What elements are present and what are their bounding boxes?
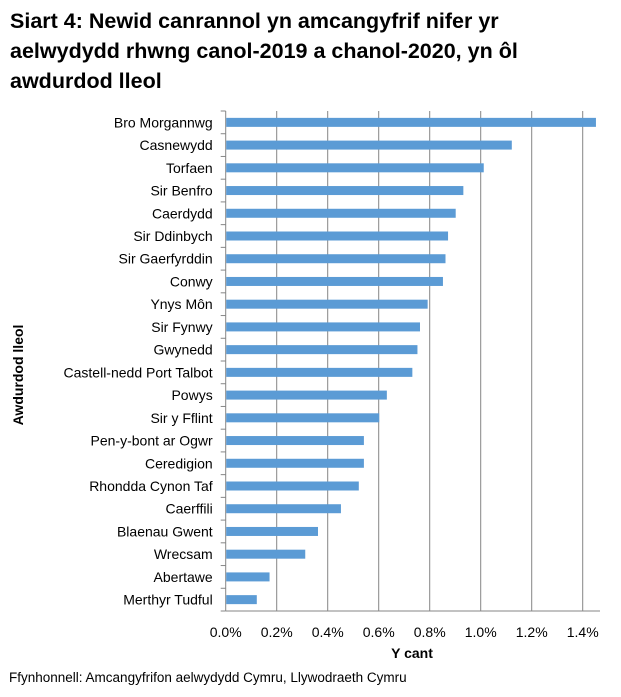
x-tick-label: 0.8% (414, 624, 446, 640)
category-label: Torfaen (166, 160, 213, 176)
bar-powys (226, 390, 387, 400)
x-tick-label: 0.4% (312, 624, 344, 640)
x-tick-label: 0.2% (261, 624, 293, 640)
bar-ynys-m-n (226, 299, 428, 309)
x-tick-label: 0.6% (363, 624, 395, 640)
category-label: Sir Gaerfyrddin (119, 251, 213, 267)
category-label: Wrecsam (154, 546, 213, 562)
category-label: Sir y Fflint (150, 410, 212, 426)
bar-gwynedd (226, 345, 418, 355)
x-axis-title: Y cant (391, 645, 433, 661)
bar-torfaen (226, 163, 484, 173)
category-label: Powys (171, 387, 212, 403)
category-label: Sir Ddinbych (133, 228, 212, 244)
bar-casnewydd (226, 140, 512, 150)
bar-sir-y-fflint (226, 413, 380, 423)
category-label: Caerffili (165, 501, 212, 517)
x-tick-label: 1.4% (567, 624, 599, 640)
category-label: Rhondda Cynon Taf (89, 478, 213, 494)
x-tick-label: 1.0% (465, 624, 497, 640)
source-note: Ffynhonnell: Amcangyfrifon aelwydydd Cym… (9, 670, 407, 685)
bar-caerdydd (226, 208, 456, 218)
bar-bro-morgannwg (226, 117, 596, 127)
category-label: Pen-y-bont ar Ogwr (91, 433, 213, 449)
bar-conwy (226, 276, 443, 286)
category-label: Gwynedd (154, 342, 213, 358)
category-label: Conwy (170, 273, 213, 289)
category-label: Sir Benfro (150, 183, 212, 199)
bar-sir-fynwy (226, 322, 420, 332)
bar-castell-nedd-port-talbot (226, 367, 413, 377)
category-label: Sir Fynwy (151, 319, 212, 335)
bar-rhondda-cynon-taf (226, 481, 359, 491)
bar-blaenau-gwent (226, 526, 318, 536)
x-tick-label: 1.2% (516, 624, 548, 640)
bar-sir-ddinbych (226, 231, 449, 241)
category-label: Blaenau Gwent (117, 523, 213, 539)
category-label: Merthyr Tudful (123, 592, 212, 608)
bar-sir-gaerfyrddin (226, 254, 446, 264)
bar-abertawe (226, 572, 270, 582)
bar-pen-y-bont-ar-ogwr (226, 436, 364, 446)
category-label: Ceredigion (145, 455, 213, 471)
chart-title: Siart 4: Newid canrannol yn amcangyfrif … (10, 9, 518, 93)
category-label: Abertawe (154, 569, 213, 585)
category-label: Bro Morgannwg (114, 114, 213, 130)
bar-ceredigion (226, 458, 364, 468)
bar-sir-benfro (226, 186, 464, 196)
y-axis-title: Awdurdod lleol (10, 325, 26, 426)
category-label: Castell-nedd Port Talbot (64, 364, 213, 380)
category-label: Ynys Môn (150, 296, 212, 312)
bar-wrecsam (226, 549, 306, 559)
bar-merthyr-tudful (226, 595, 257, 605)
category-label: Caerdydd (152, 205, 213, 221)
x-tick-label: 0.0% (210, 624, 242, 640)
bar-caerffili (226, 504, 341, 514)
category-label: Casnewydd (140, 137, 213, 153)
